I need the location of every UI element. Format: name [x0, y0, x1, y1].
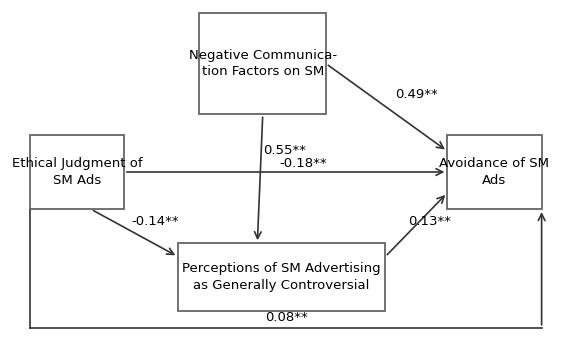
FancyBboxPatch shape — [178, 243, 385, 311]
Text: 0.55**: 0.55** — [263, 143, 306, 157]
Text: 0.13**: 0.13** — [408, 215, 451, 228]
FancyBboxPatch shape — [30, 135, 124, 209]
Text: -0.18**: -0.18** — [279, 157, 327, 170]
Text: Perceptions of SM Advertising
as Generally Controversial: Perceptions of SM Advertising as General… — [182, 262, 381, 292]
Text: Ethical Judgment of
SM Ads: Ethical Judgment of SM Ads — [11, 157, 142, 187]
FancyBboxPatch shape — [200, 13, 326, 115]
Text: -0.14**: -0.14** — [131, 215, 179, 228]
Text: Negative Communica-
tion Factors on SM: Negative Communica- tion Factors on SM — [189, 49, 337, 78]
Text: 0.49**: 0.49** — [395, 88, 438, 101]
FancyBboxPatch shape — [447, 135, 542, 209]
Text: Avoidance of SM
Ads: Avoidance of SM Ads — [439, 157, 549, 187]
Text: 0.08**: 0.08** — [266, 311, 308, 324]
